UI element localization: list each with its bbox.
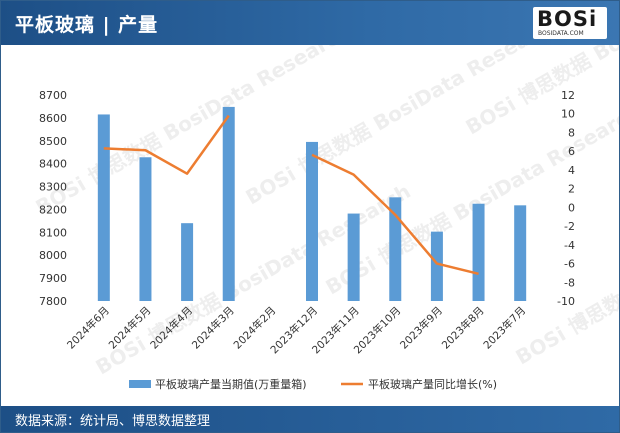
data-source-note: 数据来源：统计局、博思数据整理 (15, 414, 211, 429)
bar (306, 141, 318, 301)
x-tick-label: 2023年9月 (397, 304, 445, 352)
legend: 平板玻璃产量当期值(万重量箱) 平板玻璃产量同比增长(%) (129, 377, 497, 391)
header-bar: 平板玻璃 | 产量 BOSi BOSIDATA.COM (1, 1, 619, 45)
bar (514, 205, 527, 301)
y-axis-left: 8700 8600 8500 8400 8300 8200 8100 8000 7900 7800 (39, 89, 67, 308)
bar (389, 197, 402, 301)
y-tick-label: 8500 (39, 135, 67, 148)
logo-site-text: BOSIDATA.COM (538, 30, 584, 37)
y2-tick-label: -4 (564, 239, 575, 252)
bar (222, 106, 235, 301)
bar (139, 157, 152, 301)
y2-tick-label: -8 (564, 276, 575, 289)
page-title: 平板玻璃 | 产量 (15, 14, 159, 36)
y-tick-label: 8200 (39, 203, 67, 216)
y-tick-label: 8400 (39, 158, 67, 171)
bar-series (97, 106, 527, 301)
bar (97, 114, 110, 301)
y-tick-label: 8000 (39, 249, 67, 262)
x-tick-label: 2023年8月 (439, 304, 487, 352)
y2-tick-label: 0 (568, 201, 575, 214)
y-tick-label: 8300 (39, 181, 67, 194)
y-tick-label: 8600 (39, 112, 67, 125)
y2-tick-label: 10 (561, 108, 575, 121)
y-axis-right: 12 10 8 6 4 2 0 -2 -4 -6 -8 -10 (557, 89, 575, 308)
y-tick-label: 8100 (39, 226, 67, 239)
y2-tick-label: 4 (568, 164, 575, 177)
y2-tick-label: -6 (564, 258, 575, 271)
y-tick-label: 7800 (39, 295, 67, 308)
y2-tick-label: 2 (568, 183, 575, 196)
legend-label-line: 平板玻璃产量同比增长(%) (368, 377, 497, 391)
bar (430, 231, 443, 301)
legend-label-bar: 平板玻璃产量当期值(万重量箱) (155, 377, 307, 391)
line-series (103, 114, 479, 276)
legend-swatch-bar (129, 380, 151, 388)
y-tick-label: 8700 (39, 89, 67, 102)
y2-tick-label: 12 (561, 89, 575, 102)
brand-logo: BOSi BOSIDATA.COM (533, 7, 607, 39)
bar (347, 213, 360, 301)
y-tick-label: 7900 (39, 272, 67, 285)
logo-brand-text: BOSi (537, 7, 598, 31)
y2-tick-label: 6 (568, 145, 575, 158)
bar (181, 223, 194, 301)
x-tick-label: 2024年6月 (64, 304, 112, 352)
y2-tick-label: 8 (568, 126, 575, 139)
line-path (103, 114, 230, 175)
bar (472, 203, 485, 301)
footer-bar: 数据来源：统计局、博思数据整理 (1, 406, 619, 432)
y2-tick-label: -2 (564, 220, 575, 233)
y2-tick-label: -10 (557, 295, 575, 308)
